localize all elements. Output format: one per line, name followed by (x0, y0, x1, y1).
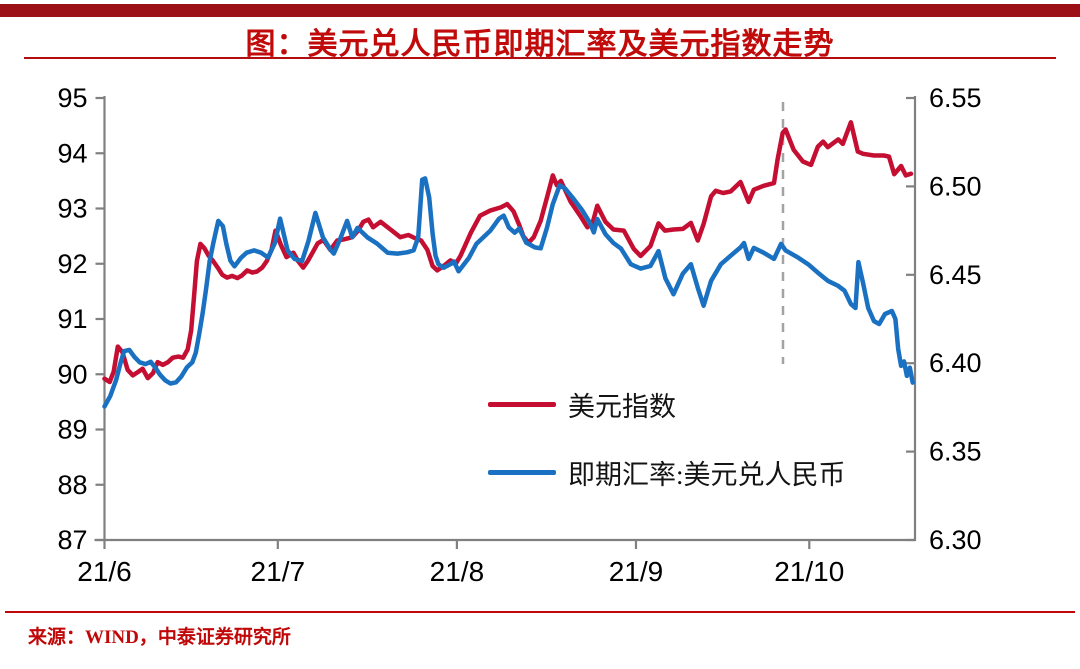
left-axis-tick-label: 92 (57, 249, 87, 279)
left-axis-tick-label: 87 (57, 525, 87, 555)
x-axis-tick-label: 21/9 (609, 556, 664, 587)
right-axis-tick-label: 6.40 (929, 348, 982, 378)
usd-index-line (102, 120, 914, 385)
left-axis-tick-label: 89 (57, 415, 87, 445)
x-axis-tick-label: 21/10 (774, 556, 844, 587)
left-axis-tick-label: 90 (57, 359, 87, 389)
usdcny-spot-line-swatch (488, 470, 556, 475)
x-axis-tick-label: 21/6 (77, 556, 132, 587)
left-axis-tick-label: 91 (57, 304, 87, 334)
legend-label: 即期汇率:美元兑人民币 (568, 460, 846, 490)
left-axis-tick-label: 93 (57, 194, 87, 224)
footer-divider (5, 611, 1075, 613)
title-divider (24, 57, 1056, 59)
top-accent-bar (0, 4, 1080, 17)
right-axis-tick-label: 6.35 (929, 437, 982, 467)
x-axis-tick-label: 21/8 (430, 556, 485, 587)
left-axis-tick-label: 95 (57, 83, 87, 113)
left-axis-tick-label: 88 (57, 470, 87, 500)
legend-label: 美元指数 (568, 392, 676, 422)
usd-index-line-swatch (488, 402, 556, 407)
right-axis-tick-label: 6.30 (929, 525, 982, 555)
right-axis-tick-label: 6.50 (929, 171, 982, 201)
chart-title: 图：美元兑人民币即期汇率及美元指数走势 (245, 28, 835, 61)
usdcny-spot-line (102, 176, 915, 409)
source-note: 来源：WIND，中泰证券研究所 (28, 627, 291, 648)
x-axis-tick-label: 21/7 (251, 556, 306, 587)
legend-item-usdcny-spot: 即期汇率:美元兑人民币 (488, 453, 846, 492)
right-axis-tick-label: 6.45 (929, 260, 982, 290)
legend-item-usd-index: 美元指数 (488, 385, 676, 424)
right-axis-tick-label: 6.55 (929, 83, 982, 113)
left-axis-tick-label: 94 (57, 138, 87, 168)
